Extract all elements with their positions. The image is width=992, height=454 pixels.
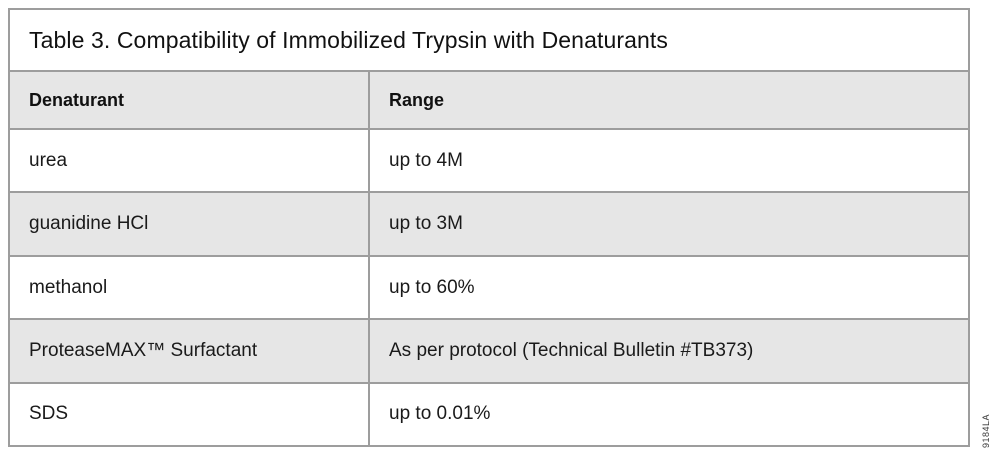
range-cell: up to 60%: [389, 276, 475, 298]
range-cell: up to 0.01%: [389, 403, 491, 425]
denaturant-cell: guanidine HCl: [10, 193, 370, 255]
compatibility-table: Table 3. Compatibility of Immobilized Tr…: [8, 8, 970, 447]
range-cell: As per protocol (Technical Bulletin #TB3…: [389, 339, 754, 361]
table-title-text: Table 3. Compatibility of Immobilized Tr…: [29, 26, 668, 53]
denaturant-cell: methanol: [10, 256, 370, 319]
table-row: guanidine HCl up to 3M: [10, 193, 968, 257]
watermark-code: 9184LA: [981, 413, 991, 448]
table-row: methanol up to 60%: [10, 256, 968, 321]
range-cell: up to 3M: [389, 213, 463, 235]
table-title: Table 3. Compatibility of Immobilized Tr…: [10, 10, 968, 72]
table-header-row: Denaturant Range: [10, 72, 968, 130]
range-cell: up to 4M: [389, 149, 463, 171]
column-header-range: Range: [389, 89, 445, 110]
denaturant-cell: urea: [10, 130, 370, 192]
denaturant-cell: ProteaseMAX™ Surfactant: [10, 320, 370, 382]
table-row: urea up to 4M: [10, 130, 968, 194]
denaturant-cell: SDS: [10, 383, 370, 446]
table-row: SDS up to 0.01%: [10, 383, 968, 446]
table-row: ProteaseMAX™ Surfactant As per protocol …: [10, 320, 968, 384]
column-header-denaturant: Denaturant: [10, 72, 370, 128]
